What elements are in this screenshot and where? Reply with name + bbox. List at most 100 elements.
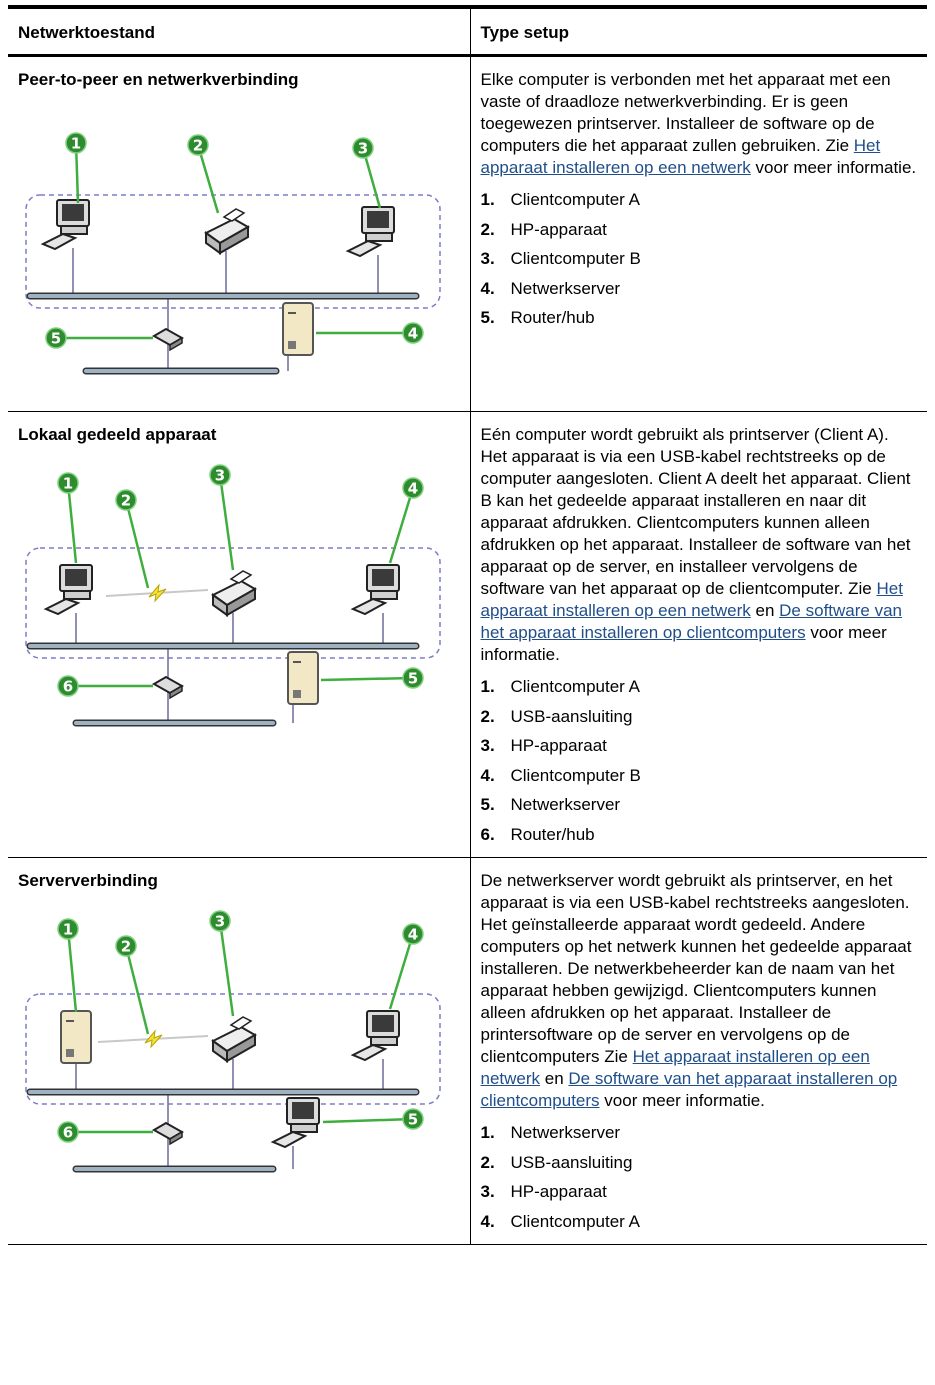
callout-number: 3 — [215, 913, 225, 931]
printer-paper — [229, 1016, 253, 1030]
row-title: Peer-to-peer en netwerkverbinding — [18, 70, 299, 89]
printer-paper — [222, 208, 246, 222]
callout-leader — [322, 1117, 414, 1124]
server-vent — [288, 341, 296, 349]
list-item: 2. USB-aansluiting — [481, 702, 918, 732]
pc-screen — [292, 1102, 314, 1119]
list-item: 5. Netwerkserver — [481, 790, 918, 820]
callout-leader — [196, 144, 220, 214]
item-label: Netwerkserver — [510, 1123, 621, 1142]
callout-badge — [57, 918, 79, 940]
callout-leader — [388, 933, 415, 1010]
item-number: 3. — [480, 736, 495, 755]
callout-number: 3 — [215, 467, 225, 485]
router-side — [169, 684, 183, 700]
server-vent — [66, 1049, 74, 1057]
setup-cell: De netwerkserver wordt gebruikt als prin… — [470, 857, 927, 1245]
pc-base — [290, 1123, 318, 1133]
description: Eén computer wordt gebruikt als printser… — [481, 424, 918, 666]
usb-bolt — [144, 1029, 163, 1049]
item-number: 1. — [480, 190, 495, 209]
item-label: Clientcomputer A — [510, 190, 640, 209]
text: voor meer informatie. — [750, 158, 917, 177]
table-row: Serververbinding 1 2 3 4 5 6 De netwerkserver w… — [8, 857, 927, 1245]
callout-leader — [124, 499, 150, 589]
item-label: USB-aansluiting — [510, 706, 633, 726]
text: voor meer informatie. — [599, 1091, 765, 1110]
list-item: 2. HP-apparaat — [481, 215, 918, 245]
callout-badge — [402, 923, 424, 945]
callout-badge — [115, 489, 137, 511]
pc-keyboard — [350, 597, 388, 616]
item-number: 2. — [480, 706, 495, 726]
item-number: 1. — [480, 1123, 495, 1142]
usb-bolt — [148, 583, 167, 603]
table-row: Lokaal gedeeld apparaat 1 2 3 4 5 6 Eén compute… — [8, 411, 927, 858]
list-item: 1. Clientcomputer A — [481, 672, 918, 702]
callout-leader — [320, 676, 414, 682]
server-tower — [287, 651, 319, 705]
item-label: Netwerkserver — [510, 278, 621, 298]
callout-number: 1 — [71, 135, 81, 153]
setup-cell: Elke computer is verbonden met het appar… — [470, 55, 927, 412]
item-number: 4. — [480, 765, 495, 785]
link[interactable]: Het apparaat installeren op een netwerk — [480, 1047, 870, 1088]
link[interactable]: Het apparaat installeren op een netwerk — [480, 136, 881, 177]
list-item: 4. Clientcomputer B — [481, 761, 918, 791]
item-label: HP-apparaat — [510, 1182, 607, 1201]
header-cell: Netwerktoestand — [8, 5, 471, 57]
pc-keyboard — [350, 1043, 388, 1062]
callout-number: 6 — [63, 1124, 73, 1142]
network-diagram: 1 2 3 4 5 6 — [25, 910, 441, 1173]
header-cell: Type setup — [470, 5, 927, 57]
pc-screen — [372, 1015, 394, 1032]
item-label: Netwerkserver — [510, 795, 621, 814]
item-label: USB-aansluiting — [510, 1152, 633, 1172]
link[interactable]: Het apparaat installeren op een netwerk — [480, 579, 903, 620]
network-cell: Peer-to-peer en netwerkverbinding 1 2 3 4 5 — [8, 55, 471, 412]
callout-badge — [65, 132, 87, 154]
pc-screen — [372, 569, 394, 586]
network-diagram: 1 2 3 4 5 6 — [25, 464, 441, 727]
pc-base — [63, 590, 91, 600]
text: Eén computer wordt gebruikt als printser… — [480, 425, 911, 598]
callout-leader — [388, 487, 415, 564]
link[interactable]: De software van het apparaat installeren… — [480, 1069, 898, 1110]
pc-screen — [367, 211, 389, 228]
callout-number: 4 — [408, 480, 418, 498]
list-item: 2. USB-aansluiting — [481, 1148, 918, 1178]
network-cell: Lokaal gedeeld apparaat 1 2 3 4 5 6 — [8, 411, 471, 858]
network-cell: Serververbinding 1 2 3 4 5 6 — [8, 857, 471, 1245]
callout-badge — [57, 1121, 79, 1143]
item-label: Router/hub — [510, 824, 595, 844]
callout-number: 3 — [358, 140, 368, 158]
header-row: Netwerktoestand Type setup — [8, 5, 927, 57]
link[interactable]: De software van het apparaat installeren… — [480, 601, 903, 642]
item-label: HP-apparaat — [510, 736, 607, 755]
callout-leader — [218, 920, 235, 1017]
pc-keyboard — [43, 597, 81, 616]
item-number: 2. — [480, 1152, 495, 1172]
router-side — [169, 336, 183, 352]
item-label: Clientcomputer B — [510, 765, 641, 785]
callout-badge — [45, 327, 67, 349]
pc-base — [370, 590, 398, 600]
list-item: 6. Router/hub — [481, 820, 918, 850]
callout-badge — [57, 675, 79, 697]
callout-number: 1 — [63, 921, 73, 939]
callout-number: 6 — [63, 678, 73, 696]
text: en — [750, 601, 780, 620]
callout-number: 1 — [63, 475, 73, 493]
callout-badge — [187, 134, 209, 156]
callout-number: 5 — [408, 670, 418, 688]
list-item: 3. HP-apparaat — [481, 1177, 918, 1207]
callout-number: 4 — [408, 926, 418, 944]
row-title: Serververbinding — [18, 871, 158, 890]
row-title: Lokaal gedeeld apparaat — [18, 425, 217, 444]
printer-side — [226, 1033, 256, 1063]
item-number: 4. — [480, 278, 495, 298]
pc-screen — [62, 204, 84, 221]
item-label: HP-apparaat — [510, 219, 607, 239]
item-number: 1. — [480, 677, 495, 696]
